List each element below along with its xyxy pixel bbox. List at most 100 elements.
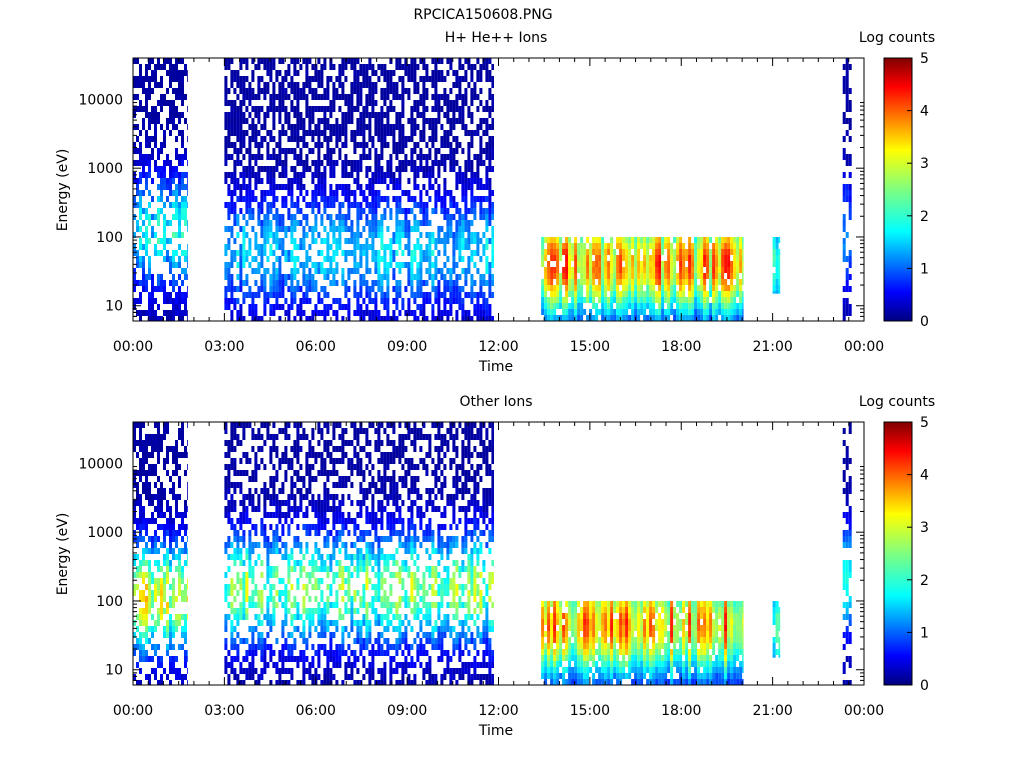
spectrogram-cell [133,196,136,202]
spectrogram-cell [479,286,483,292]
spectrogram-cell [163,172,166,178]
spectrogram-cell [278,650,282,656]
spectrogram-cell [848,136,852,142]
spectrogram-cell [184,304,187,310]
spectrogram-cell [266,202,270,208]
spectrogram-cell [239,668,243,674]
spectrogram-cell [224,148,228,154]
spectrogram-cell [224,584,228,590]
spectrogram-cell [299,178,303,184]
spectrogram-cell [733,285,737,291]
spectrogram-cell [227,566,231,572]
spectrogram-cell [169,172,172,178]
spectrogram-cell [172,554,175,560]
spectrogram-cell [166,196,169,202]
spectrogram-cell [778,267,781,273]
spectrogram-cell [341,112,345,118]
spectrogram-cell [646,237,650,243]
spectrogram-cell [368,232,372,238]
spectrogram-cell [724,297,728,303]
spectrogram-cell [136,542,139,548]
spectrogram-cell [163,136,166,142]
spectrogram-cell [386,268,390,274]
spectrogram-cell [688,315,692,321]
spectrogram-cell [586,273,590,279]
spectrogram-cell [356,70,360,76]
spectrogram-cell [296,70,300,76]
spectrogram-cell [254,602,258,608]
spectrogram-cell [440,94,444,100]
spectrogram-cell [712,303,716,309]
spectrogram-cell [628,237,632,243]
spectrogram-cell [455,310,459,316]
spectrogram-cell [733,267,737,273]
spectrogram-cell [248,644,252,650]
spectrogram-cell [157,590,160,596]
spectrogram-cell [485,268,489,274]
spectrogram-cell [181,70,184,76]
spectrogram-cell [299,208,303,214]
spectrogram-cell [275,506,279,512]
spectrogram-cell [290,256,294,262]
spectrogram-cell [359,190,363,196]
spectrogram-cell [488,88,492,94]
spectrogram-cell [181,130,184,136]
spectrogram-cell [428,136,432,142]
spectrogram-cell [691,255,695,261]
spectrogram-cell [455,220,459,226]
spectrogram-cell [332,88,336,94]
spectrogram-cell [392,232,396,238]
spectrogram-cell [580,285,584,291]
spectrogram-cell [172,596,175,602]
spectrogram-cell [631,297,635,303]
spectrogram-cell [416,244,420,250]
spectrogram-cell [476,70,480,76]
spectrogram-cell [260,280,264,286]
spectrogram-cell [227,602,231,608]
spectrogram-cell [706,297,710,303]
spectrogram-cell [473,82,477,88]
spectrogram-cell [151,542,154,548]
spectrogram-cell [347,190,351,196]
spectrogram-cell [329,160,333,166]
spectrogram-cell [395,112,399,118]
spectrogram-cell [245,572,249,578]
spectrogram-cell [178,220,181,226]
spectrogram-cell [254,524,258,530]
spectrogram-cell [568,291,572,297]
spectrogram-cell [604,297,608,303]
spectrogram-cell [562,309,566,315]
spectrogram-cell [628,303,632,309]
spectrogram-cell [269,644,273,650]
spectrogram-cell [577,315,581,321]
spectrogram-cell [172,584,175,590]
spectrogram-cell [772,249,776,255]
spectrogram-cell [242,184,246,190]
spectrogram-cell [341,166,345,172]
spectrogram-cell [251,76,255,82]
spectrogram-cell [175,154,178,160]
spectrogram-cell [715,309,719,315]
spectrogram-cell [332,166,336,172]
spectrogram-cell [562,303,566,309]
spectrogram-cell [473,280,477,286]
spectrogram-cell [685,315,689,321]
spectrogram-cell [260,422,264,428]
spectrogram-cell [187,220,188,226]
spectrogram-cell [458,232,462,238]
spectrogram-cell [842,118,846,124]
spectrogram-cell [682,285,686,291]
spectrogram-cell [694,267,698,273]
spectrogram-cell [278,578,282,584]
spectrogram-cell [142,166,145,172]
spectrogram-cell [157,662,160,668]
spectrogram-cell [682,261,686,267]
spectrogram-cell [473,292,477,298]
spectrogram-cell [284,608,288,614]
spectrogram-cell [338,136,342,142]
spectrogram-cell [694,255,698,261]
spectrogram-cell [580,249,584,255]
spectrogram-cell [320,70,324,76]
spectrogram-cell [269,584,273,590]
spectrogram-cell [160,178,163,184]
